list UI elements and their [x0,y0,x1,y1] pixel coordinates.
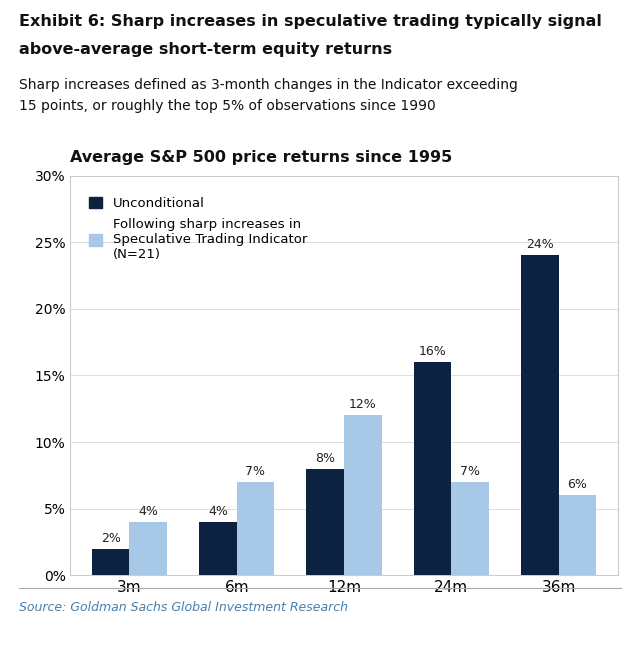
Bar [307,469,344,575]
Text: 16%: 16% [419,345,446,358]
Bar [451,482,489,575]
Bar [129,522,167,575]
Text: 7%: 7% [460,465,480,478]
Text: 6%: 6% [568,478,588,491]
Bar [521,255,559,575]
Bar [413,362,451,575]
Legend: Unconditional, Following sharp increases in
Speculative Trading Indicator
(N=21): Unconditional, Following sharp increases… [83,190,314,268]
Text: Exhibit 6: Sharp increases in speculative trading typically signal: Exhibit 6: Sharp increases in speculativ… [19,14,602,29]
Bar [559,495,596,575]
Bar [92,549,129,575]
Text: Sharp increases defined as 3-month changes in the Indicator exceeding: Sharp increases defined as 3-month chang… [19,78,518,92]
Text: 2%: 2% [100,532,120,545]
Text: 7%: 7% [246,465,266,478]
Text: Source: Goldman Sachs Global Investment Research: Source: Goldman Sachs Global Investment … [19,601,348,614]
Bar [237,482,275,575]
Text: Average S&P 500 price returns since 1995: Average S&P 500 price returns since 1995 [70,150,452,164]
Bar [199,522,237,575]
Text: above-average short-term equity returns: above-average short-term equity returns [19,42,392,57]
Bar [344,415,381,575]
Text: 12%: 12% [349,398,377,411]
Text: 4%: 4% [138,505,158,518]
Text: 24%: 24% [526,239,554,252]
Text: 8%: 8% [316,452,335,465]
Text: 15 points, or roughly the top 5% of observations since 1990: 15 points, or roughly the top 5% of obse… [19,99,436,113]
Text: 4%: 4% [208,505,228,518]
